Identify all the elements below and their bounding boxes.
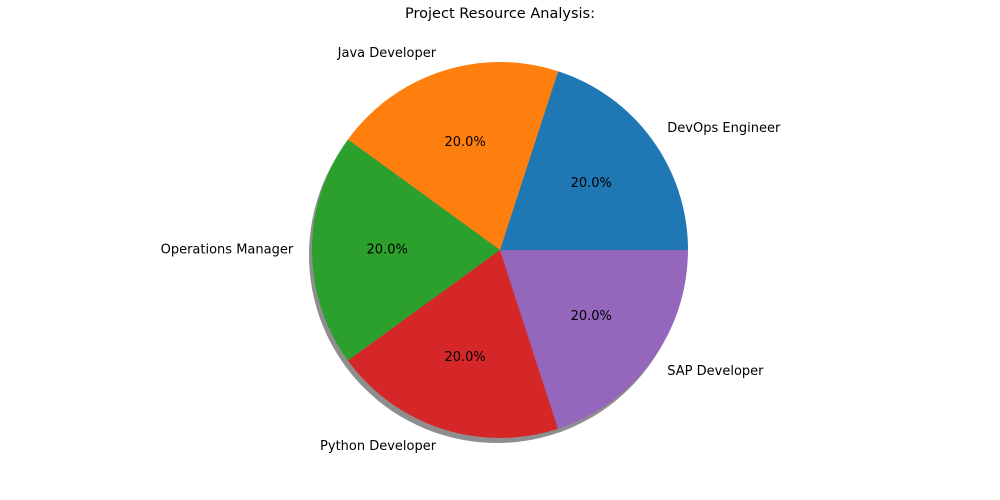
slice-label-java-developer: Java Developer (337, 46, 437, 61)
slice-percent-operations-manager: 20.0% (367, 243, 408, 258)
pie-labels: DevOps Engineer 20.0% Java Developer 20.0% O… (161, 46, 781, 454)
slice-percent-java-developer: 20.0% (444, 135, 485, 150)
pie-slice-devops-engineer (500, 71, 688, 250)
slice-label-devops-engineer: DevOps Engineer (667, 121, 781, 136)
chart-title: Project Resource Analysis: (405, 6, 595, 22)
slice-percent-sap-developer: 20.0% (571, 309, 612, 324)
slice-label-sap-developer: SAP Developer (667, 364, 764, 379)
slice-label-operations-manager: Operations Manager (161, 243, 294, 258)
pie-slice-operations-manager (312, 139, 500, 361)
pie-slice-sap-developer (500, 250, 688, 429)
pie-slice-java-developer (347, 62, 559, 250)
pie-slice-python-developer (347, 250, 559, 438)
slice-percent-devops-engineer: 20.0% (571, 176, 612, 191)
slice-percent-python-developer: 20.0% (444, 350, 485, 365)
pie-slices (312, 62, 688, 438)
slice-label-python-developer: Python Developer (320, 439, 437, 454)
